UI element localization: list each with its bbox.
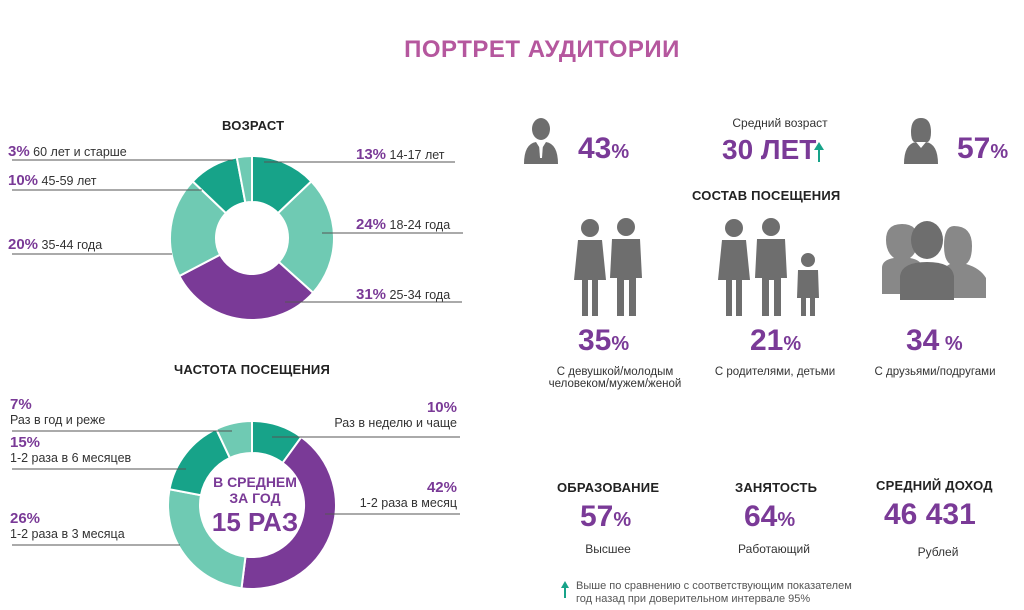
male-share: 43% — [578, 132, 630, 165]
age-label-45-59: 10% 45-59 лет — [8, 172, 97, 189]
arrow-up-icon — [814, 142, 824, 162]
age-label-18-24: 24% 18-24 года — [356, 216, 451, 233]
composition-friends-value: 34 % — [906, 324, 963, 357]
income-title: СРЕДНИЙ ДОХОД — [876, 478, 993, 493]
age-label-14-17: 13% 14-17 лет — [356, 146, 445, 163]
female-icon — [904, 118, 938, 164]
composition-section-title: СОСТАВ ПОСЕЩЕНИЯ — [692, 188, 841, 203]
frequency-leader-lines — [12, 430, 460, 546]
employment-value: 64% — [744, 500, 796, 533]
education-title: ОБРАЗОВАНИЕ — [557, 480, 660, 495]
age-slice-5 — [235, 154, 253, 204]
age-slice-1 — [276, 179, 335, 295]
age-label-35-44: 20% 35-44 года — [8, 236, 103, 253]
income-label: Рублей — [917, 545, 959, 559]
age-leader-lines — [12, 159, 463, 303]
freq-label-weekly: 10% Раз в неделю и чаще — [334, 399, 457, 430]
age-label-25-34: 31% 25-34 года — [356, 286, 451, 303]
friends-icon — [882, 221, 986, 300]
family-icon — [718, 218, 819, 316]
age-donut-chart — [169, 154, 335, 321]
avg-age-label: Средний возраст — [732, 116, 828, 130]
composition-friends-label: С друзьями/подругами — [874, 366, 996, 378]
education-value: 57% — [580, 500, 632, 533]
couple-icon — [574, 218, 642, 316]
frequency-slice-1 — [240, 435, 337, 590]
composition-family-value: 21% — [750, 324, 802, 357]
employment-title: ЗАНЯТОСТЬ — [735, 480, 818, 495]
age-section-title: ВОЗРАСТ — [222, 118, 285, 133]
composition-couple-label: С девушкой/молодым человеком/мужем/женой — [548, 366, 682, 390]
footnote: Выше по сравнению с соответствующим пока… — [576, 580, 852, 605]
age-slice-3 — [169, 179, 228, 278]
page-title: ПОРТРЕТ АУДИТОРИИ — [404, 36, 680, 63]
male-icon — [524, 118, 558, 164]
income-value: 46 431 — [884, 498, 976, 531]
composition-family-label: С родителями, детьми — [714, 366, 836, 378]
female-share: 57% — [957, 132, 1009, 165]
frequency-donut-chart — [167, 419, 337, 590]
footnote-arrow-icon — [561, 581, 569, 598]
freq-label-3months: 26% 1-2 раза в 3 месяца — [10, 510, 125, 541]
frequency-center-text: В СРЕДНЕМ ЗА ГОД 15 РАЗ — [211, 474, 299, 537]
freq-label-yearly: 7% Раз в год и реже — [10, 396, 106, 427]
age-label-60: 3% 60 лет и старше — [8, 143, 127, 160]
frequency-slice-4 — [214, 419, 253, 460]
age-slice-2 — [177, 253, 315, 321]
freq-label-6months: 15% 1-2 раза в 6 месяцев — [10, 434, 132, 465]
education-label: Высшее — [585, 542, 631, 556]
avg-age-value: 30 ЛЕТ — [722, 134, 817, 165]
freq-label-monthly: 42% 1-2 раза в месяц — [359, 479, 457, 510]
composition-couple-value: 35% — [578, 324, 630, 357]
employment-label: Работающий — [738, 542, 810, 556]
frequency-section-title: ЧАСТОТА ПОСЕЩЕНИЯ — [174, 362, 331, 377]
